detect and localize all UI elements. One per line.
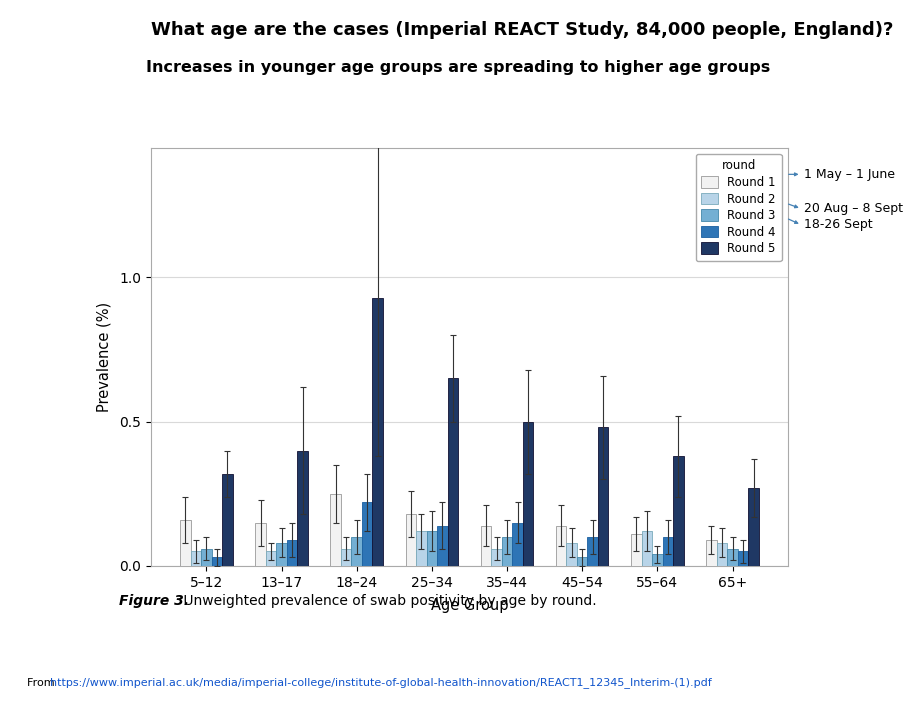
Bar: [362, 503, 373, 566]
Bar: [502, 537, 512, 566]
Bar: [641, 531, 652, 566]
Bar: [180, 520, 191, 566]
Bar: [556, 526, 566, 566]
Bar: [662, 537, 673, 566]
Bar: [331, 494, 341, 566]
Bar: [373, 297, 383, 566]
Bar: [448, 378, 458, 566]
Bar: [577, 557, 587, 566]
Bar: [202, 548, 212, 566]
Bar: [352, 537, 362, 566]
Text: 1 May – 1 June: 1 May – 1 June: [804, 168, 895, 181]
Bar: [277, 543, 287, 566]
Bar: [587, 537, 598, 566]
Bar: [491, 548, 502, 566]
Legend: Round 1, Round 2, Round 3, Round 4, Round 5: Round 1, Round 2, Round 3, Round 4, Roun…: [695, 153, 782, 261]
Bar: [298, 451, 308, 566]
Text: 20 Aug – 8 Sept: 20 Aug – 8 Sept: [804, 202, 903, 215]
Bar: [341, 548, 352, 566]
Bar: [191, 551, 202, 566]
Bar: [212, 557, 223, 566]
Bar: [631, 534, 641, 566]
Bar: [223, 474, 233, 566]
Bar: [287, 540, 298, 566]
Bar: [406, 514, 416, 566]
Text: Increases in younger age groups are spreading to higher age groups: Increases in younger age groups are spre…: [146, 60, 770, 75]
Bar: [437, 526, 448, 566]
Text: Protecting the science: Protecting the science: [18, 39, 62, 43]
Text: 18-26 Sept: 18-26 Sept: [804, 219, 873, 231]
Text: The Independent SAGE: The Independent SAGE: [17, 30, 63, 34]
Text: https://www.imperial.ac.uk/media/imperial-college/institute-of-global-health-inn: https://www.imperial.ac.uk/media/imperia…: [50, 676, 712, 688]
Bar: [727, 548, 737, 566]
Bar: [523, 422, 533, 566]
Bar: [652, 555, 662, 566]
Bar: [598, 427, 608, 566]
Bar: [566, 543, 577, 566]
Bar: [706, 540, 716, 566]
Bar: [266, 551, 277, 566]
Text: indie_SAGE: indie_SAGE: [9, 16, 71, 27]
Y-axis label: Prevalence (%): Prevalence (%): [96, 302, 111, 412]
Bar: [481, 526, 491, 566]
Text: Figure 3.: Figure 3.: [119, 594, 189, 608]
Bar: [256, 522, 266, 566]
Bar: [512, 522, 523, 566]
Bar: [716, 543, 727, 566]
Bar: [748, 488, 758, 566]
Text: Unweighted prevalence of swab positivity by age by round.: Unweighted prevalence of swab positivity…: [179, 594, 596, 608]
Bar: [416, 531, 427, 566]
X-axis label: Age Group: Age Group: [431, 598, 508, 613]
Bar: [673, 456, 683, 566]
Text: What age are the cases (Imperial REACT Study, 84,000 people, England)?: What age are the cases (Imperial REACT S…: [151, 21, 893, 39]
Bar: [427, 531, 437, 566]
Bar: [737, 551, 748, 566]
Text: From: From: [27, 678, 59, 688]
